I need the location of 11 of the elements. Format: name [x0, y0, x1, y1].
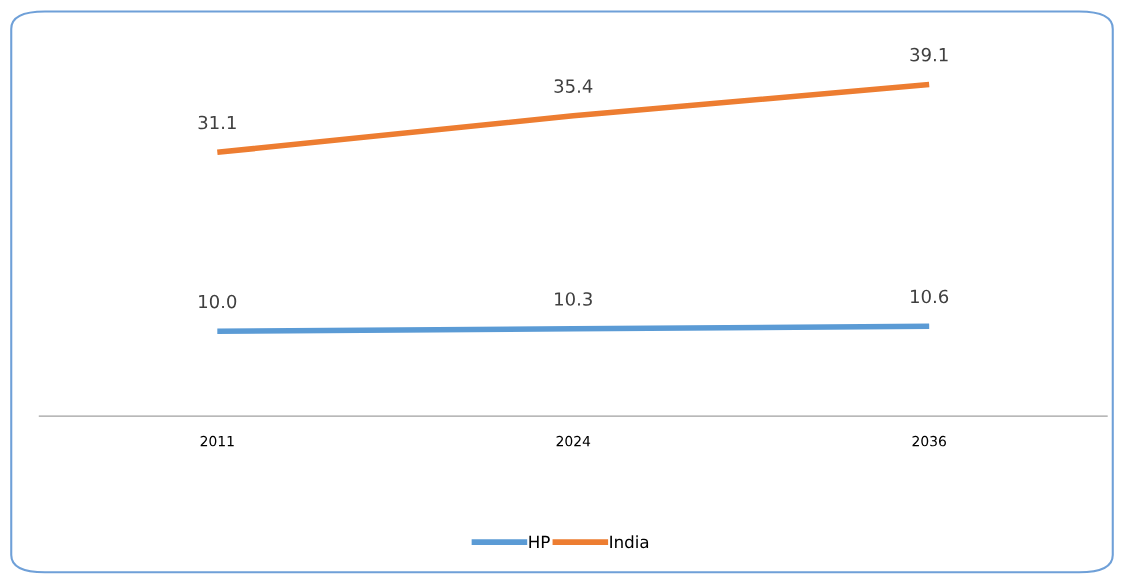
data-label: 10.0: [199, 294, 237, 309]
data-label: 31.1: [198, 115, 236, 130]
data-label: 39.1: [910, 47, 948, 62]
x-tick-label: 2011: [200, 435, 234, 447]
x-tick-label: 2036: [912, 435, 946, 447]
data-label: 35.4: [554, 79, 593, 93]
x-tick-label: 2024: [556, 435, 591, 447]
legend-label: India: [610, 535, 649, 549]
legend-label: HP: [529, 535, 550, 548]
data-label: 10.3: [555, 292, 592, 306]
data-label: 10.6: [911, 289, 949, 304]
